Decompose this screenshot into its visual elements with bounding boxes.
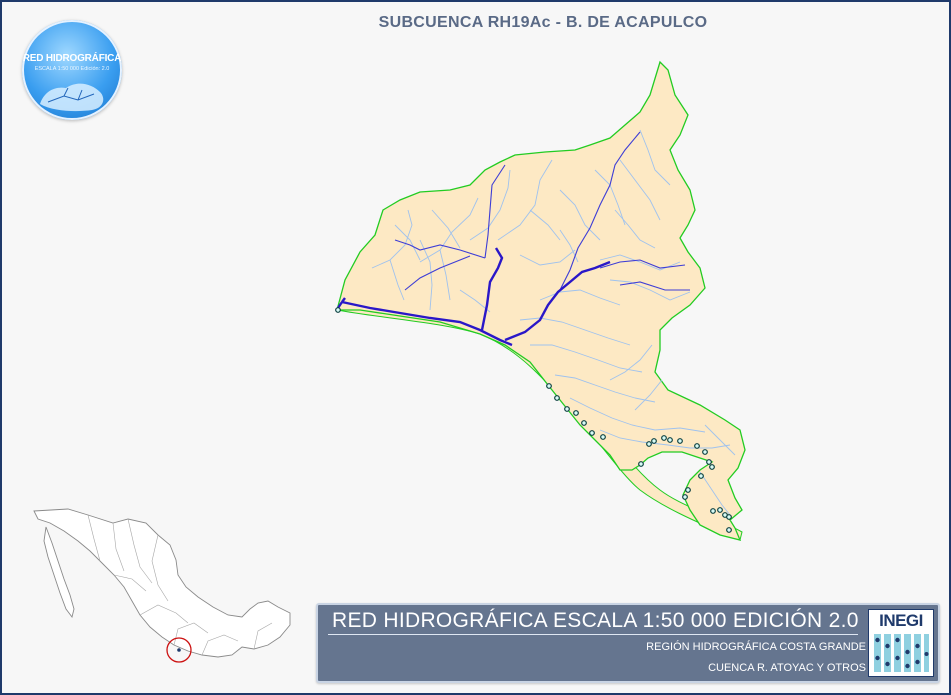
inegi-dots-icon: [874, 634, 929, 672]
location-marker-circle: [166, 637, 192, 663]
banner-region: REGIÓN HIDROGRÁFICA COSTA GRANDE: [646, 641, 866, 653]
banner-basin: CUENCA R. ATOYAC Y OTROS: [708, 662, 866, 674]
logo-title: RED HIDROGRÁFICA: [22, 53, 122, 64]
stream-network: [371, 129, 736, 516]
banner-title: RED HIDROGRÁFICA ESCALA 1:50 000 EDICIÓN…: [332, 609, 859, 632]
main-rivers: [394, 131, 690, 291]
logo-basin-icon: [40, 83, 104, 112]
map-banner: RED HIDROGRÁFICA ESCALA 1:50 000 EDICIÓN…: [316, 603, 940, 683]
location-marker-dot: [177, 648, 181, 652]
red-hidrografica-logo: RED HIDROGRÁFICA ESCALA 1:50 000 Edición…: [22, 20, 122, 120]
principal-rivers: [337, 247, 611, 347]
coastal-outlets: [335, 307, 732, 533]
inegi-wordmark: INEGI: [879, 611, 923, 630]
logo-subtitle: ESCALA 1:50 000 Edición: 2.0: [34, 66, 110, 72]
map-title: SUBCUENCA RH19Ac - B. DE ACAPULCO: [378, 14, 708, 31]
location-inset-mexico: [33, 508, 291, 663]
subbasin-polygon: [336, 60, 746, 541]
banner-divider: [328, 634, 858, 635]
inegi-logo: INEGI: [868, 609, 934, 677]
